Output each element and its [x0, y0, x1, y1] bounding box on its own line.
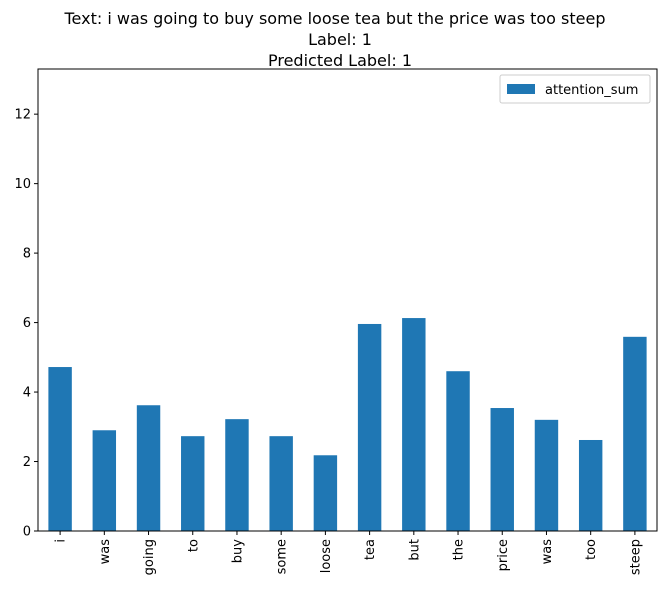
bar-i-0 [48, 367, 72, 531]
x-tick-label: going [142, 539, 157, 575]
y-tick-label: 2 [23, 455, 31, 470]
y-tick-label: 10 [14, 177, 31, 192]
bar-steep-13 [623, 336, 647, 531]
y-tick-label: 0 [23, 525, 31, 540]
x-tick-label: to [186, 539, 201, 552]
y-tick-label: 6 [23, 316, 31, 331]
x-tick-label: buy [230, 539, 245, 563]
y-tick-label: 12 [14, 108, 31, 123]
bar-too-12 [578, 439, 603, 531]
x-axis: i was going to buy some loose tea but the price was… [54, 531, 643, 575]
legend: attention_sum [499, 74, 651, 104]
bar-some-5 [269, 436, 293, 531]
bar-loose-6 [313, 455, 338, 531]
y-tick-label: 8 [23, 247, 31, 262]
legend-swatch [507, 84, 535, 94]
x-tick-label: loose [319, 539, 334, 573]
title-line-2: Label: 1 [308, 30, 372, 49]
bar-the-9 [446, 371, 470, 531]
bar-to-3 [181, 436, 205, 531]
x-tick-label: i [54, 539, 69, 543]
x-tick-label: but [407, 539, 422, 561]
chart-title: Text: i was going to buy some loose tea … [64, 9, 606, 70]
bar-going-2 [136, 405, 161, 531]
legend-box [499, 74, 651, 104]
bar-but-8 [402, 318, 426, 531]
x-tick-label: steep [628, 539, 643, 575]
x-tick-label: too [584, 539, 599, 560]
bar-was-11 [534, 419, 559, 531]
x-tick-label: the [452, 539, 467, 560]
bar-buy-4 [225, 419, 249, 531]
plot-frame [37, 68, 658, 532]
title-line-3: Predicted Label: 1 [268, 51, 412, 70]
bar-price-10 [490, 408, 514, 531]
x-tick-label: was [540, 539, 555, 565]
y-axis: 0 2 4 6 8 10 12 [14, 108, 38, 540]
bar-was-1 [92, 430, 117, 531]
bar-tea-7 [357, 323, 382, 531]
x-tick-label: tea [363, 539, 378, 560]
title-line-1: Text: i was going to buy some loose tea … [64, 9, 606, 28]
bars-group [48, 318, 647, 531]
x-tick-label: was [98, 539, 113, 565]
x-tick-label: price [496, 539, 511, 571]
y-tick-label: 4 [23, 386, 31, 401]
legend-label: attention_sum [545, 83, 638, 98]
x-tick-label: some [275, 539, 290, 574]
